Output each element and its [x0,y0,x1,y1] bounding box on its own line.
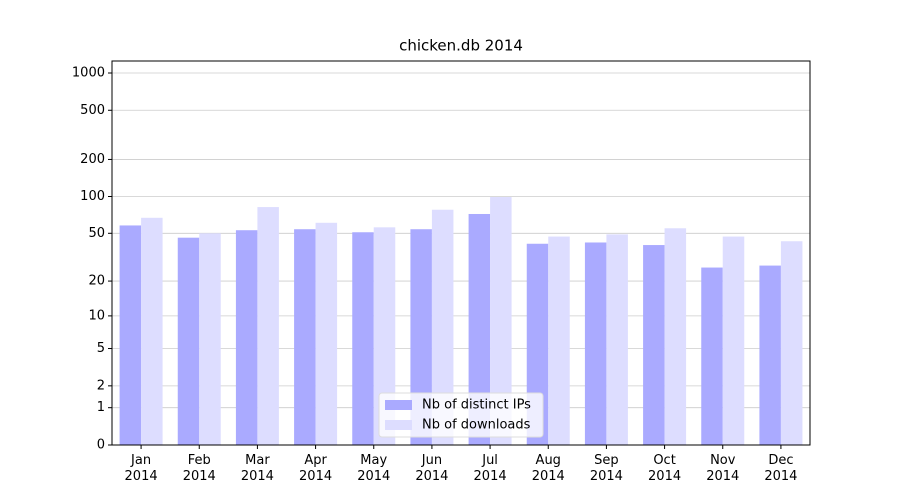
x-tick-label: Aug 2014 [531,453,565,484]
bar [119,225,142,445]
y-tick-label: 50 [88,226,105,241]
bar [199,233,221,445]
y-tick-label: 1000 [72,66,105,81]
x-tick-label: Apr 2014 [299,453,333,484]
y-tick-label: 20 [88,274,105,289]
legend-swatch [385,400,412,410]
legend-box [378,392,544,438]
x-tick-label: Jan 2014 [124,453,158,484]
bar [468,213,491,445]
y-tick-label: 500 [80,103,105,118]
bar [177,237,200,445]
plot-frame [111,60,811,446]
x-tick-label: Jun 2014 [415,453,449,484]
y-tick-label: 200 [80,152,105,167]
bar [410,229,432,445]
bar [701,267,723,445]
y-tick-label: 0 [97,438,105,453]
bar [373,227,396,445]
bar [352,232,374,445]
x-tick-label: Feb 2014 [182,453,216,484]
y-tick-label: 10 [88,308,105,323]
bar [315,222,338,445]
bar [294,229,316,445]
bar [235,230,258,445]
x-tick-label: May 2014 [357,453,391,484]
legend: Nb of distinct IPs Nb of downloads [378,392,544,438]
y-tick-label: 100 [80,189,105,204]
y-tick-label: 5 [97,341,105,356]
chart-title: chicken.db 2014 [399,37,523,55]
y-tick-label: 2 [97,378,105,393]
x-tick-label: Sep 2014 [589,453,623,484]
bar [490,197,512,445]
bar [584,242,607,445]
bar [431,209,454,445]
bar [780,241,803,445]
bar [606,234,628,445]
x-tick-label: Mar 2014 [240,453,274,484]
bar [664,228,687,445]
bar [722,236,745,445]
bar [759,265,781,445]
legend-label: Nb of downloads [422,418,531,433]
x-tick-label: Nov 2014 [706,453,740,484]
bar [141,217,163,445]
x-tick-label: Dec 2014 [764,453,798,484]
x-tick-label: Jul 2014 [473,453,507,484]
legend-swatch [385,420,412,430]
y-tick-label: 1 [97,400,105,415]
bar [257,207,279,445]
bar [548,236,570,445]
bar [643,245,665,445]
x-tick-label: Oct 2014 [648,453,682,484]
legend-label: Nb of distinct IPs [422,398,531,413]
